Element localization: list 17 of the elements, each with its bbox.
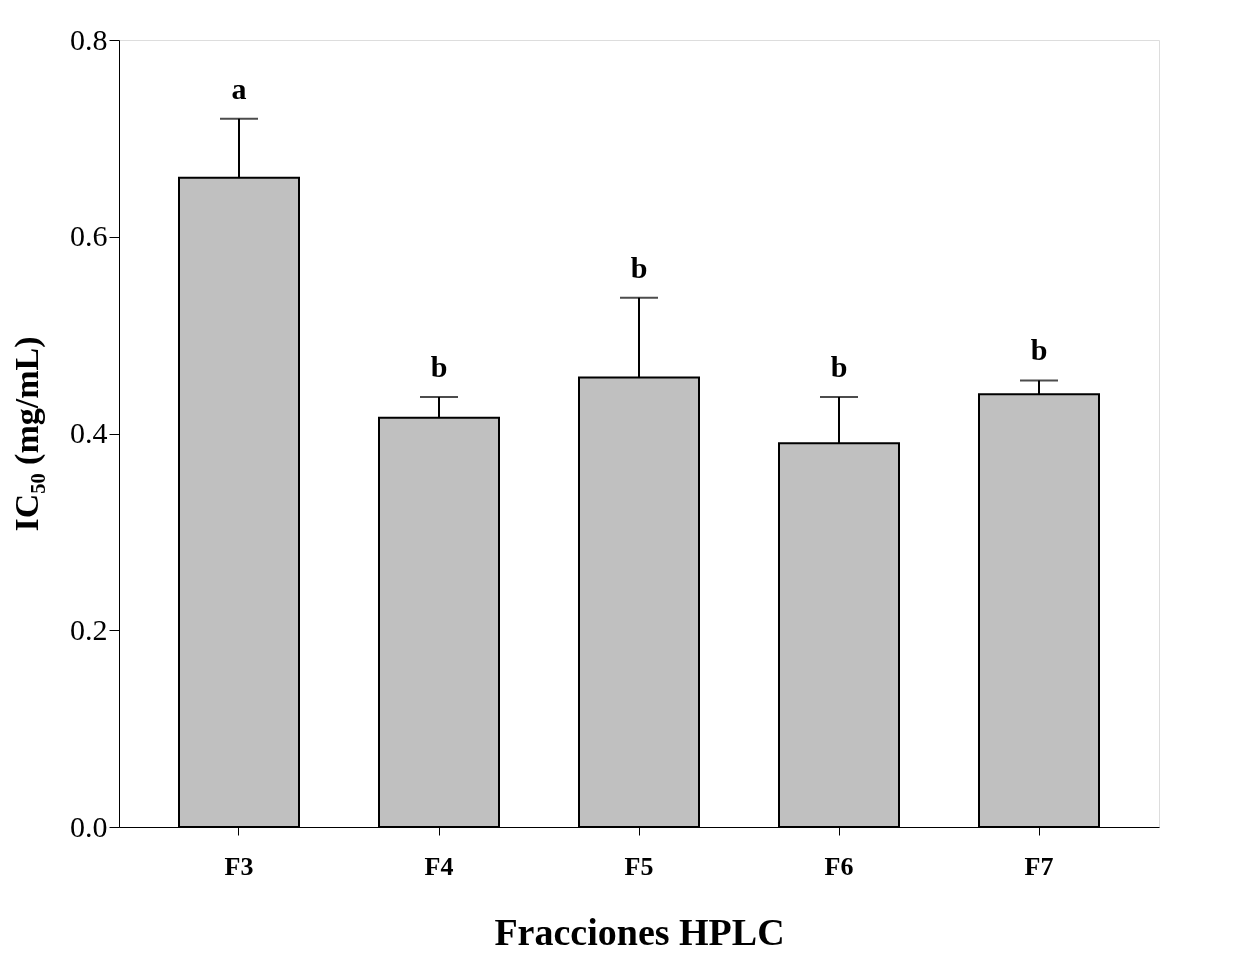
x-tick-label: F5	[624, 851, 654, 881]
annotation: b	[430, 350, 448, 384]
x-tick-label: F6	[824, 851, 854, 881]
x-axis-title: Fracciones HPLC	[494, 910, 785, 953]
x-tick-label: F4	[424, 851, 454, 881]
annotation: b	[1030, 333, 1048, 367]
y-tick-label: 0.2	[70, 612, 108, 646]
y-tick-label: 0.0	[70, 809, 108, 843]
y-tick-label: 0.8	[70, 22, 108, 56]
x-tick-label: F7	[1024, 851, 1054, 881]
annotation: b	[830, 350, 848, 384]
annotation: b	[630, 250, 648, 284]
annotation: a	[231, 71, 247, 105]
y-tick-label: 0.4	[70, 416, 108, 449]
y-tick-label: 0.6	[70, 219, 108, 253]
x-tick-label: F3	[224, 851, 254, 881]
y-axis-title: IC₅₀ (mg/mL)	[8, 336, 46, 532]
